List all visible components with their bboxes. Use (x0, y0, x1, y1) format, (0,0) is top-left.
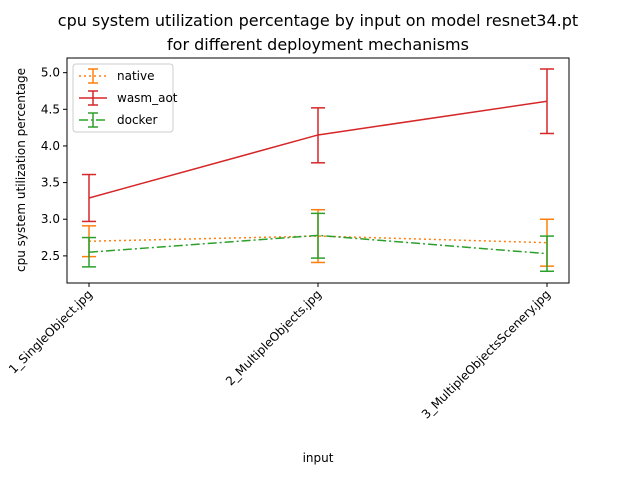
series-wasm_aot (82, 68, 554, 223)
y-tick-label: 3.5 (41, 176, 60, 190)
y-tick-label: 4.5 (41, 102, 60, 116)
x-tick-label: 2_MultipleObjects.jpg (223, 287, 324, 388)
legend-box (72, 63, 174, 133)
x-axis-label: input (303, 451, 334, 465)
y-tick-label: 5.0 (41, 66, 60, 80)
series-line-docker (88, 234, 548, 255)
y-tick-label: 3.0 (41, 212, 60, 226)
legend-entry-docker: docker (79, 112, 157, 128)
series-line-native (88, 235, 548, 244)
x-tick-label: 3_MultipleObjectsScenery.jpg (419, 287, 553, 421)
legend-entry-wasm_aot: wasm_aot (79, 90, 178, 106)
series-docker (82, 212, 554, 273)
x-tick-label: 1_SingleObject.jpg (6, 287, 95, 376)
legend-label: native (117, 69, 154, 83)
chart-title-line2: for different deployment mechanisms (167, 35, 469, 54)
plot-frame (66, 57, 570, 284)
y-tick-label: 2.5 (41, 249, 60, 263)
y-tick-label: 4.0 (41, 139, 60, 153)
legend-label: docker (117, 113, 157, 127)
legend-entry-native: native (79, 68, 154, 84)
legend-label: wasm_aot (117, 91, 178, 105)
y-axis-label: cpu system utilization percentage (14, 68, 28, 272)
series-line-wasm_aot (88, 100, 548, 199)
chart-title-line1: cpu system utilization percentage by inp… (58, 11, 578, 30)
